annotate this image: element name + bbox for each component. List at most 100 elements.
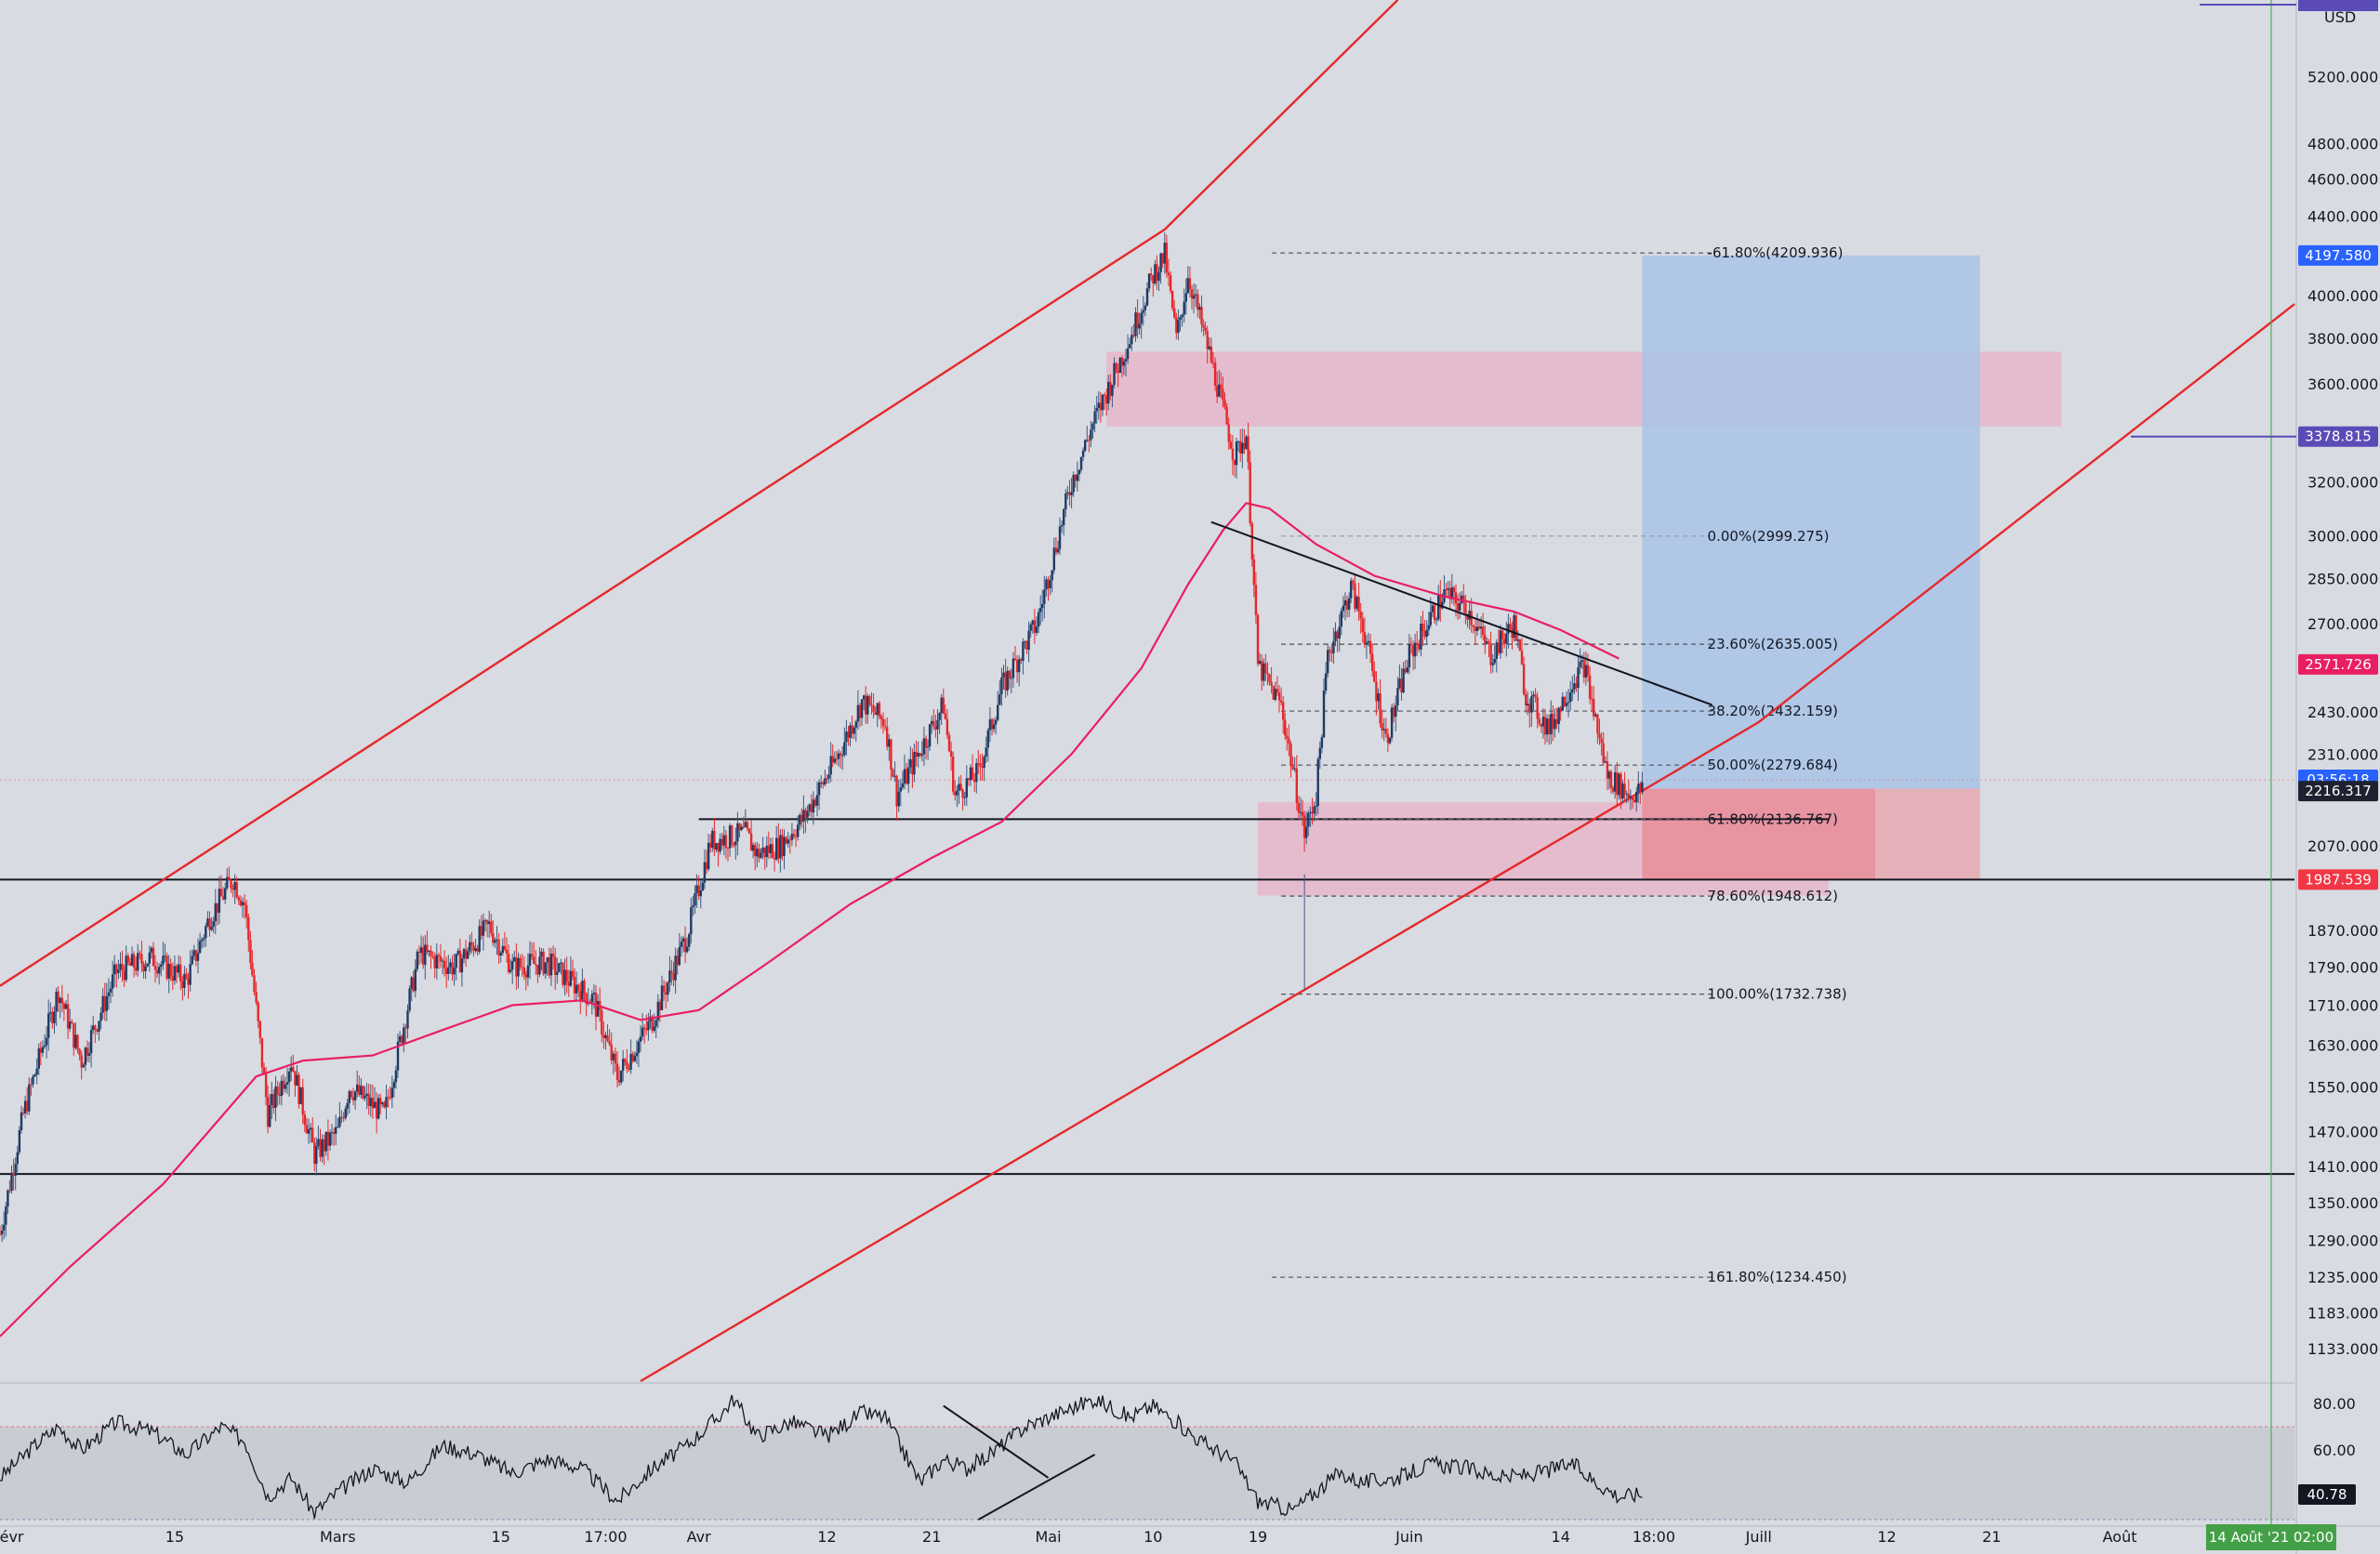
candle-body: [226, 876, 229, 889]
candle-body: [18, 1130, 21, 1152]
candle-body: [777, 837, 780, 859]
candle-body: [1567, 702, 1570, 704]
price-tick-label: 5200.000: [2307, 68, 2378, 86]
candle-body: [872, 705, 875, 713]
candle-body: [1093, 411, 1096, 424]
candle-body: [74, 1034, 77, 1048]
candle-body: [1041, 603, 1044, 609]
candle-body: [711, 830, 714, 848]
candle-body: [101, 995, 104, 1013]
candle-body: [1097, 402, 1100, 408]
candle-body: [1279, 700, 1283, 703]
candle-body: [936, 719, 939, 730]
candle-body: [783, 836, 786, 856]
candle-body: [1179, 317, 1182, 320]
candle-body: [853, 727, 855, 734]
candle-body: [1311, 811, 1314, 814]
candle-body: [779, 835, 782, 859]
rsi-pane[interactable]: [0, 1382, 2294, 1521]
candle-body: [1618, 773, 1620, 796]
candle-body: [1474, 626, 1477, 631]
candle-body: [464, 949, 468, 959]
candle-body: [435, 955, 438, 968]
candle-body: [1035, 626, 1038, 633]
candle-body: [790, 834, 794, 840]
candle-body: [266, 1097, 270, 1127]
candle-body: [257, 1002, 259, 1021]
candle-body: [1390, 707, 1394, 738]
candle-body: [829, 756, 832, 775]
price-tick-label: 1710.000: [2307, 996, 2378, 1014]
candle-body: [233, 882, 236, 890]
rsi-line: [0, 1394, 1643, 1520]
candle-body: [1074, 475, 1077, 481]
candle-body: [319, 1139, 322, 1157]
candle-body: [455, 954, 457, 968]
candle-body: [507, 954, 510, 972]
candle-body: [1054, 547, 1058, 553]
candle-body: [39, 1047, 42, 1053]
candle-body: [181, 981, 184, 988]
candle-body: [328, 1132, 332, 1146]
candle-body: [439, 955, 443, 962]
candle-body: [483, 920, 487, 922]
candle-body: [501, 945, 504, 954]
candle-body: [536, 965, 539, 975]
candle-body: [140, 954, 143, 964]
candle-body: [1348, 598, 1351, 610]
candle-body: [526, 965, 530, 978]
candle-body: [326, 1131, 330, 1146]
candle-body: [1060, 525, 1064, 527]
candle-body: [362, 1086, 364, 1099]
candle-body: [760, 852, 762, 858]
candle-body: [1025, 641, 1028, 650]
candle-body: [155, 969, 159, 974]
candle-body: [1627, 794, 1630, 798]
candle-body: [1154, 264, 1157, 283]
candle-body: [1037, 612, 1040, 627]
candle-body: [961, 789, 964, 798]
candle-body: [20, 1112, 23, 1130]
candle-body: [1528, 704, 1531, 713]
candle-body: [98, 1021, 100, 1032]
candle-body: [462, 949, 466, 959]
candle-body: [1429, 612, 1432, 626]
candle-body: [364, 1096, 366, 1099]
candle-body: [37, 1047, 40, 1069]
candle-body: [571, 970, 575, 977]
candle-body: [1245, 436, 1248, 450]
candle-body: [1157, 271, 1160, 282]
candle-body: [554, 956, 557, 975]
candle-body: [866, 696, 869, 715]
candle-body: [1577, 667, 1580, 689]
candle-body: [294, 1071, 297, 1086]
candle-body: [1295, 768, 1298, 803]
candle-body: [839, 753, 842, 756]
candle-body: [1064, 494, 1067, 509]
candle-body: [662, 985, 666, 993]
candle-body: [1090, 429, 1092, 441]
candle-body: [1557, 707, 1560, 724]
candle-body: [1124, 359, 1128, 362]
candle-body: [1411, 644, 1415, 657]
candle-body: [1170, 290, 1174, 309]
candle-body: [1183, 301, 1185, 315]
candle-body: [426, 944, 429, 953]
candle-body: [758, 849, 760, 859]
candle-body: [524, 974, 527, 978]
candle-body: [577, 984, 580, 992]
candle-body: [583, 981, 586, 994]
candle-body: [763, 847, 766, 858]
candle-body: [952, 757, 955, 792]
candle-body: [96, 1029, 99, 1032]
candle-body: [658, 1001, 662, 1011]
candle-body: [239, 900, 243, 906]
candle-body: [592, 993, 596, 994]
candle-body: [1322, 691, 1326, 737]
candle-body: [1288, 738, 1290, 744]
candle-body: [1272, 685, 1275, 700]
candle-body: [1156, 264, 1158, 282]
candle-body: [284, 1084, 287, 1089]
